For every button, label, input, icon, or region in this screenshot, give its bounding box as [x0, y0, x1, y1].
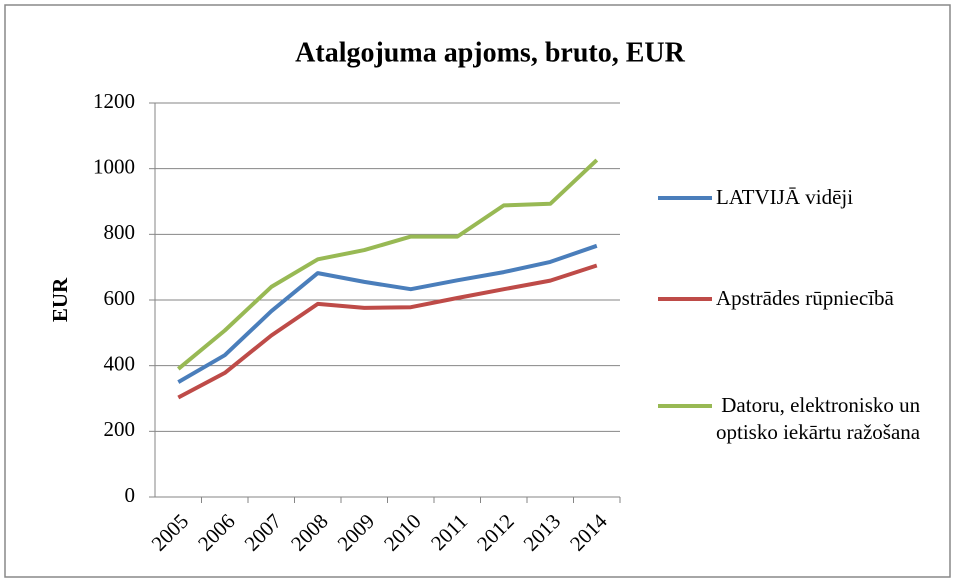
legend-label: LATVIJĀ vidēji — [716, 185, 854, 209]
series-line — [177, 263, 598, 400]
y-tick-label: 1000 — [93, 154, 135, 178]
legend-label: Apstrādes rūpniecībā — [716, 286, 894, 310]
y-tick-label: 800 — [104, 220, 136, 244]
y-tick-label: 1200 — [93, 89, 135, 113]
chart-title: Atalgojuma apjoms, bruto, EUR — [295, 37, 685, 68]
y-axis-label: EUR — [48, 277, 72, 322]
chart-border — [4, 4, 951, 578]
y-tick-label: 400 — [104, 351, 136, 375]
series-line — [177, 158, 599, 371]
y-tick-label: 200 — [104, 417, 136, 441]
legend-label: Datoru, elektronisko un optisko iekārtu … — [716, 393, 926, 444]
y-tick-label: 0 — [125, 483, 136, 507]
series-line — [177, 243, 598, 384]
y-tick-label: 600 — [104, 286, 136, 310]
